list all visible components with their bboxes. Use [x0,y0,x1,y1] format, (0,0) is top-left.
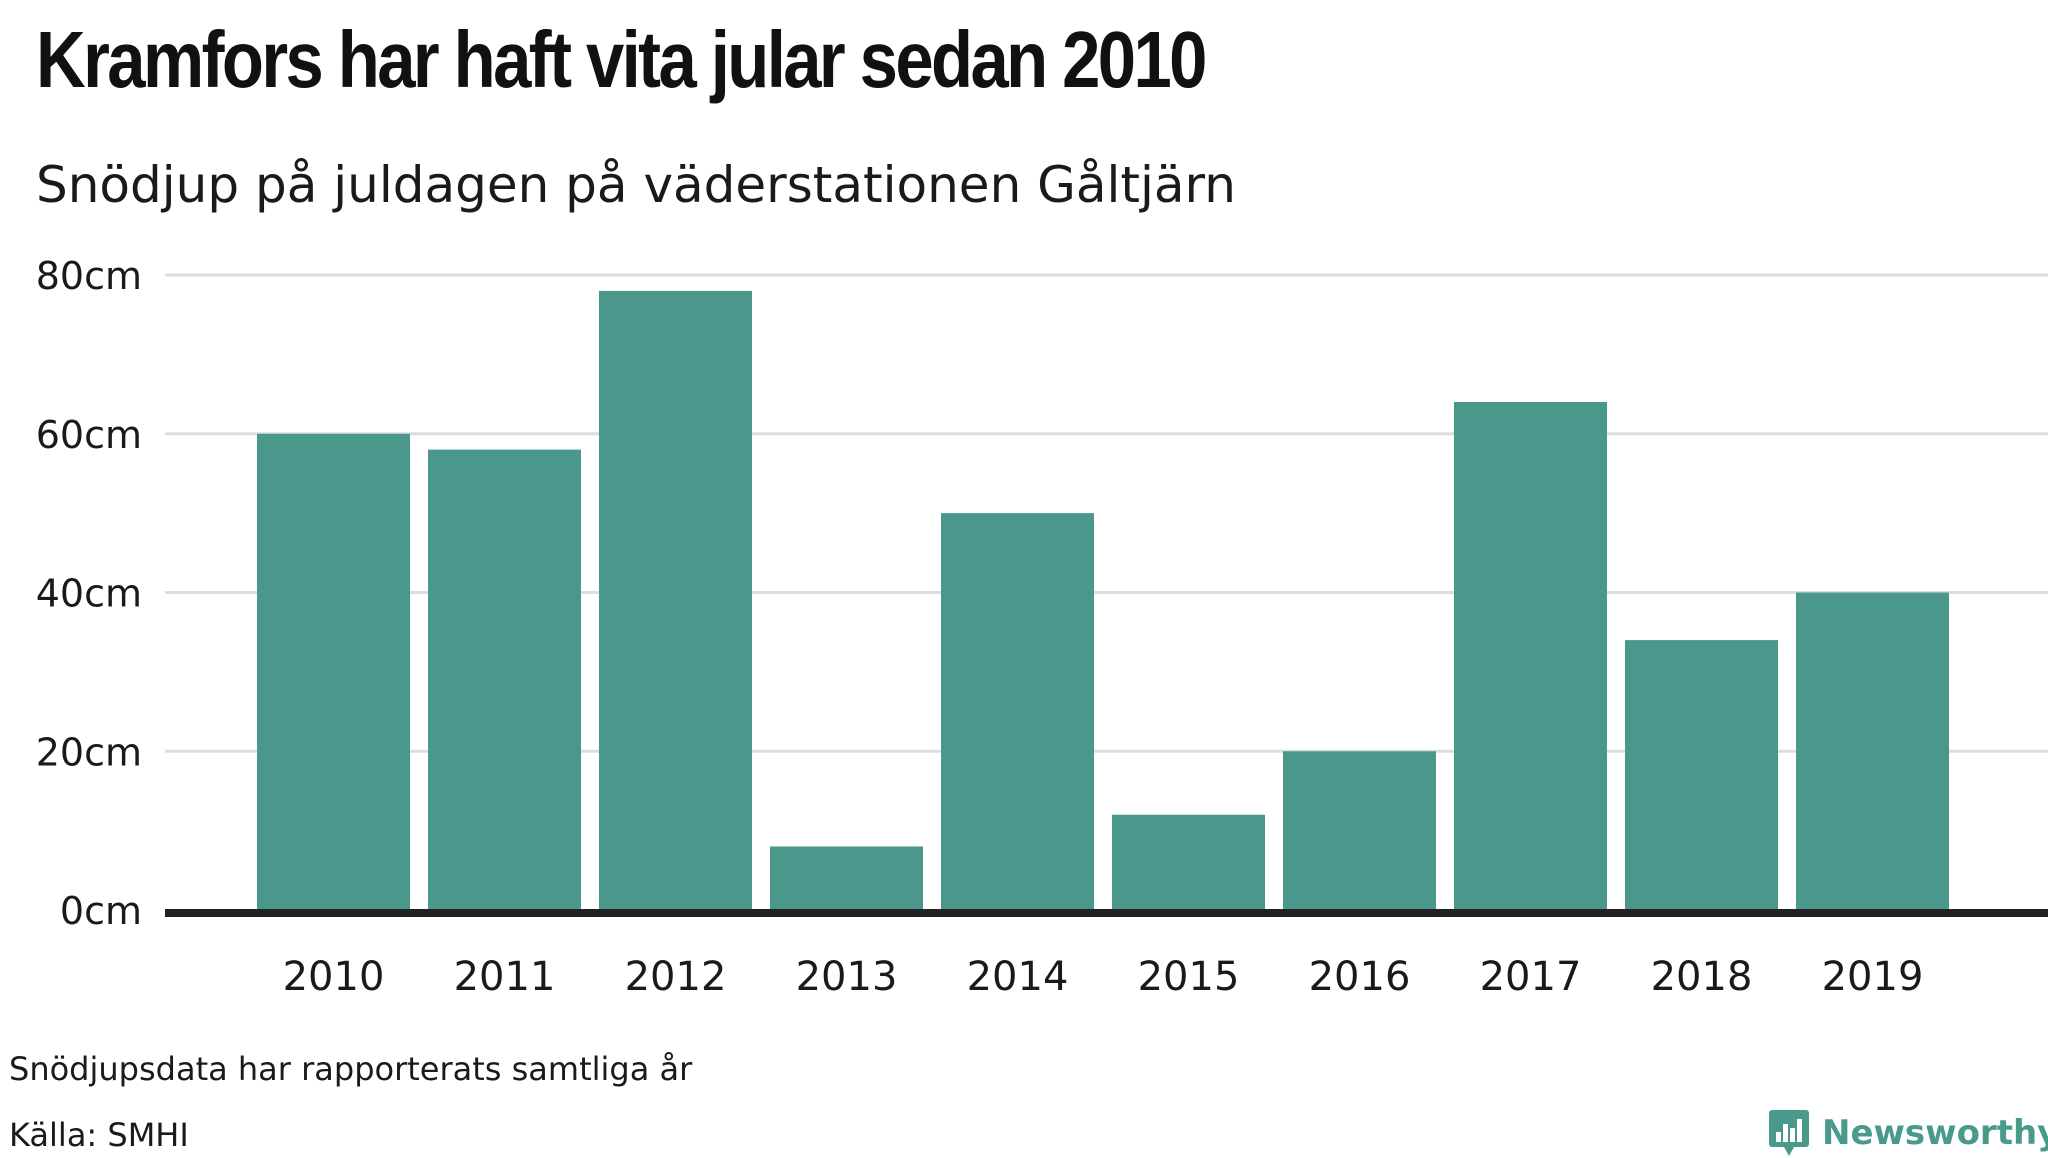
x-tick-label: 2017 [1480,954,1582,1000]
x-tick-label: 2012 [625,954,727,1000]
chart-title: Kramfors har haft vita jular sedan 2010 [36,15,1207,104]
x-tick-label: 2014 [967,954,1069,1000]
newsworthy-logo-icon [1769,1110,1809,1156]
y-tick-label: 0cm [60,889,142,933]
bar-2010 [257,433,410,910]
y-axis-tick-labels: 0cm 20cm 40cm 60cm 80cm [36,254,142,933]
y-tick-label: 80cm [36,254,142,298]
y-tick-label: 20cm [36,730,142,774]
source-credit: Källa: SMHI [9,1116,189,1154]
x-tick-label: 2016 [1309,954,1411,1000]
bar-2011 [428,449,581,910]
brand-name: Newsworthy [1822,1113,2048,1153]
bar-2017 [1454,402,1607,910]
newsworthy-logo: Newsworthy [1768,1108,2048,1158]
x-tick-label: 2015 [1138,954,1240,1000]
bar-chart: 0cm 20cm 40cm 60cm 80cm 2010 2011 2012 2013 2014… [36,254,2048,1000]
x-tick-label: 2011 [454,954,556,1000]
x-tick-label: 2010 [283,954,385,1000]
x-tick-label: 2019 [1822,954,1924,1000]
bar-2014 [941,513,1094,910]
x-axis-tick-labels: 2010 2011 2012 2013 2014 2015 2016 2017 2018 2019 [283,954,1924,1000]
x-tick-label: 2018 [1651,954,1753,1000]
y-tick-label: 60cm [36,413,142,457]
bars [257,290,1949,910]
bar-2015 [1112,814,1265,910]
x-tick-label: 2013 [796,954,898,1000]
bar-2012 [599,290,752,910]
bar-2016 [1283,751,1436,910]
bar-2013 [770,846,923,910]
bar-2019 [1796,592,1949,910]
y-tick-label: 40cm [36,572,142,616]
chart-subtitle: Snödjup på juldagen på väderstationen Gå… [36,156,1236,214]
bar-2018 [1625,640,1778,910]
footnote: Snödjupsdata har rapporterats samtliga å… [9,1050,693,1088]
